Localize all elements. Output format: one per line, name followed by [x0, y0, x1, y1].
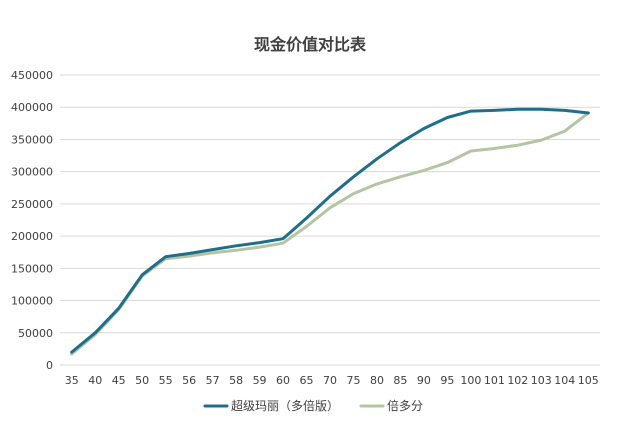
y-tick-label: 0	[46, 359, 53, 372]
x-tick-label: 57	[206, 374, 220, 387]
y-tick-label: 250000	[11, 198, 53, 211]
x-tick-label: 85	[393, 374, 407, 387]
x-tick-label: 80	[370, 374, 384, 387]
gridlines	[60, 74, 600, 366]
x-tick-label: 59	[253, 374, 267, 387]
y-axis-ticks: 0 50000 100000 150000 200000 250000 300000 3500…	[11, 69, 53, 372]
x-tick-label: 104	[554, 374, 575, 387]
x-tick-label: 103	[531, 374, 552, 387]
y-tick-label: 150000	[11, 262, 53, 275]
legend-label-0: 超级玛丽（多倍版）	[231, 398, 339, 413]
y-tick-label: 200000	[11, 230, 53, 243]
x-tick-label: 58	[229, 374, 243, 387]
x-tick-label: 45	[112, 374, 126, 387]
x-tick-label: 65	[300, 374, 314, 387]
x-tick-label: 75	[346, 374, 360, 387]
y-tick-label: 100000	[11, 295, 53, 308]
x-tick-label: 90	[417, 374, 431, 387]
x-tick-label: 95	[440, 374, 454, 387]
x-tick-label: 40	[88, 374, 102, 387]
x-tick-label: 60	[276, 374, 290, 387]
x-tick-label: 35	[65, 374, 79, 387]
x-tick-label: 102	[507, 374, 528, 387]
y-tick-label: 400000	[11, 101, 53, 114]
y-tick-label: 350000	[11, 133, 53, 146]
legend: 超级玛丽（多倍版） 倍多分	[203, 398, 423, 413]
x-tick-label: 70	[323, 374, 337, 387]
x-axis-ticks: 35 40 45 50 55 56 57 58 59 60 65 70 75 80 85 90 95 100 101…	[65, 374, 599, 387]
y-tick-label: 50000	[18, 327, 53, 340]
chart-title: 现金价值对比表	[254, 35, 367, 54]
series-line-1	[70, 111, 590, 356]
y-tick-label: 300000	[11, 166, 53, 179]
series-line-0	[70, 107, 590, 354]
legend-label-1: 倍多分	[387, 398, 423, 413]
x-tick-label: 105	[578, 374, 599, 387]
x-tick-label: 55	[159, 374, 173, 387]
x-tick-label: 101	[484, 374, 505, 387]
x-tick-label: 100	[460, 374, 481, 387]
x-tick-label: 56	[182, 374, 196, 387]
series-lines	[70, 107, 590, 356]
y-tick-label: 450000	[11, 69, 53, 82]
x-tick-label: 50	[135, 374, 149, 387]
